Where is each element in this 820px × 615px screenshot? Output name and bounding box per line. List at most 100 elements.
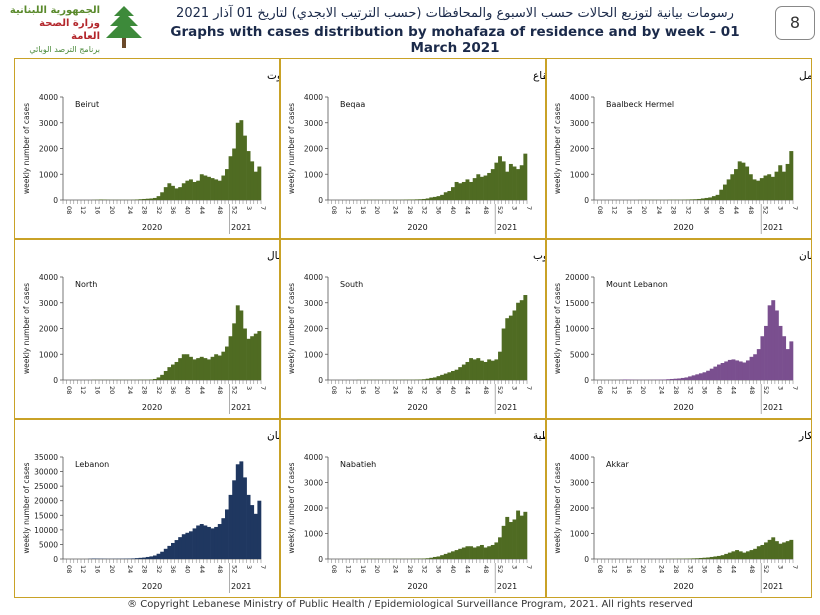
x-tick-label: 52 [762, 206, 770, 214]
x-tick-label: 40 [449, 565, 457, 573]
x-tick-label: 48 [748, 565, 756, 573]
y-tick-label: 2000 [39, 325, 58, 334]
y-tick-label: 2000 [304, 504, 323, 513]
x-tick-label: 7 [791, 565, 799, 569]
bar [160, 374, 165, 380]
bar [508, 163, 513, 200]
bar [726, 179, 731, 200]
bar [196, 180, 201, 200]
year-label-2020: 2020 [407, 223, 427, 232]
bar [753, 548, 758, 559]
x-tick-label: 24 [391, 386, 399, 394]
bar [724, 553, 729, 559]
bar [235, 305, 240, 380]
chart-panel: توزيع الحالات حسب الاسبوع في محافظة البق… [280, 59, 545, 238]
x-tick-label: 32 [420, 386, 428, 394]
x-tick-label: 32 [420, 565, 428, 573]
y-axis-label: weekly number of cases [553, 103, 562, 194]
bar [727, 552, 732, 559]
bar [436, 556, 441, 559]
bar [508, 522, 513, 559]
y-tick-label: 2000 [304, 145, 323, 154]
bar [727, 359, 732, 380]
bar [785, 349, 790, 380]
x-tick-label: 08 [330, 386, 338, 394]
x-tick-label: 3 [245, 565, 253, 569]
x-tick-label: 36 [169, 565, 177, 573]
bar [745, 166, 750, 200]
bar [516, 169, 521, 200]
x-tick-label: 32 [686, 386, 694, 394]
bar [490, 169, 495, 200]
bar [138, 199, 143, 200]
bar [199, 356, 204, 380]
x-tick-label: 12 [79, 565, 87, 573]
bar [752, 179, 757, 200]
y-axis-label: weekly number of cases [287, 462, 296, 553]
x-tick-label: 08 [65, 565, 73, 573]
bar [217, 524, 222, 559]
bar [680, 377, 685, 380]
bar [214, 179, 219, 200]
charts-grid: توزيع الحالات حسب الاسبوع في محافظة بيرو… [14, 58, 812, 598]
x-tick-label: 52 [496, 386, 504, 394]
year-label-2021: 2021 [231, 223, 251, 232]
bar [756, 546, 761, 559]
x-tick-label: 48 [216, 206, 224, 214]
chart-title: توزيع الحالات حسب الاسبوع في محافظة جبل … [799, 250, 811, 262]
bar [756, 180, 761, 200]
x-tick-label: 24 [657, 565, 665, 573]
bar [465, 546, 470, 559]
y-tick-label: 0 [318, 555, 323, 564]
bar [210, 178, 215, 200]
bar [156, 377, 161, 380]
x-tick-label: 16 [94, 206, 102, 214]
bar [243, 477, 247, 559]
y-tick-label: 3000 [304, 299, 323, 308]
y-tick-label: 10000 [34, 526, 58, 535]
bar [253, 513, 258, 559]
y-tick-label: 25000 [34, 482, 58, 491]
x-tick-label: 28 [670, 206, 678, 214]
x-tick-label: 48 [482, 386, 490, 394]
region-label: North [75, 280, 97, 289]
bar [748, 174, 753, 200]
x-tick-label: 24 [391, 565, 399, 573]
logo-text: الجمهورية اللبنانية وزارة الصحة العامة ب… [8, 4, 100, 56]
bar [756, 349, 761, 380]
bar [239, 461, 244, 559]
bar [686, 199, 691, 200]
bar [494, 162, 499, 200]
chart-title: توزيع الحالات حسب الاسبوع في محافظة بيرو… [267, 70, 279, 82]
bar [693, 199, 698, 200]
bar [702, 557, 707, 559]
x-tick-label: 3 [245, 386, 253, 390]
bar [99, 199, 103, 200]
x-tick-label: 20 [108, 565, 116, 573]
region-label: Baalbeck Hermel [606, 100, 674, 109]
bar [246, 494, 251, 559]
bar [149, 198, 154, 200]
bar [734, 169, 739, 200]
bar [698, 373, 703, 380]
bar [789, 151, 794, 200]
y-tick-label: 0 [584, 196, 589, 205]
page-title-arabic: رسومات بيانية لتوزيع الحالات حسب الاسبوع… [176, 6, 734, 21]
bar [720, 555, 725, 559]
bar [232, 323, 237, 380]
x-tick-label: 28 [140, 565, 148, 573]
x-tick-label: 44 [464, 206, 472, 214]
x-tick-label: 44 [198, 206, 206, 214]
x-tick-label: 36 [703, 206, 711, 214]
y-tick-label: 4000 [39, 93, 58, 102]
bar [708, 197, 713, 200]
bar [691, 375, 696, 380]
bar [189, 179, 193, 200]
bar [717, 364, 721, 380]
bar [418, 379, 423, 380]
x-tick-label: 08 [596, 386, 604, 394]
bar [207, 359, 211, 380]
y-tick-label: 10000 [565, 325, 589, 334]
bar [429, 377, 434, 380]
chart-panel: توزيع الحالات حسب الاسبوع في محافظة بعلب… [546, 59, 811, 238]
